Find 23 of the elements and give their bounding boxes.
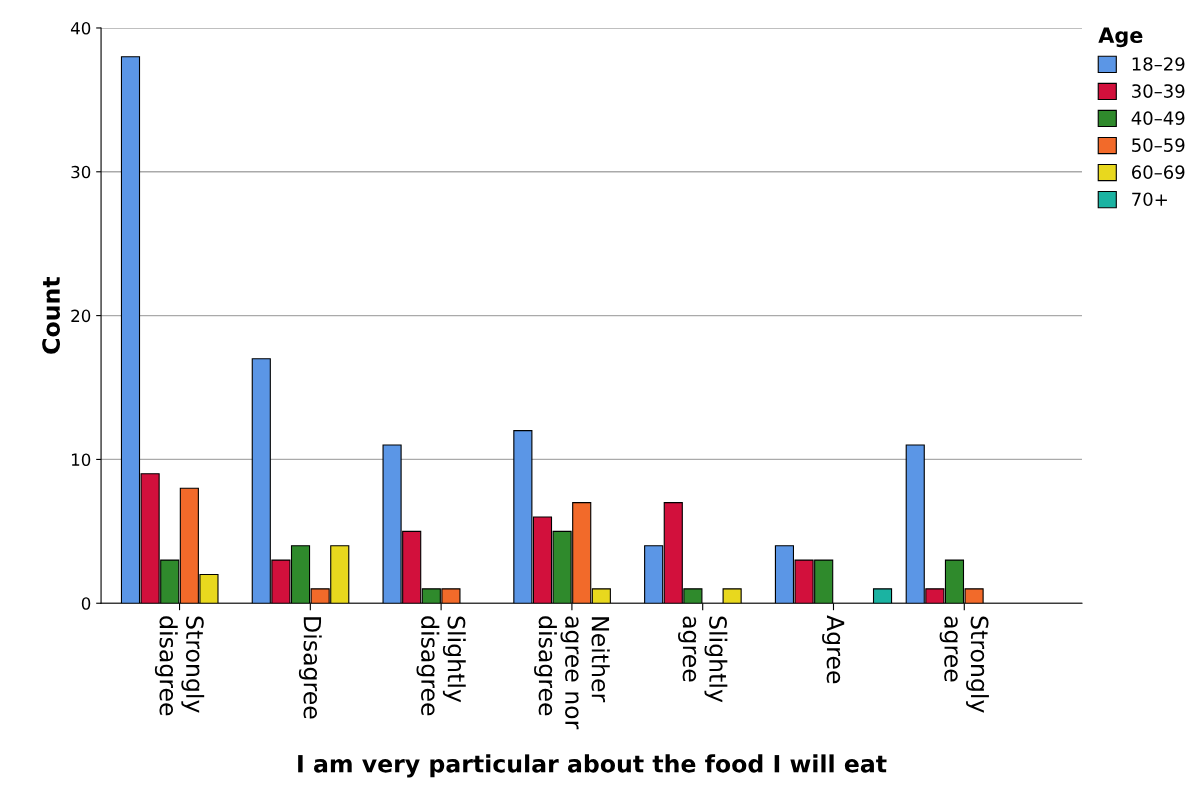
x-tick-label: Neither agree nor disagree: [534, 616, 610, 730]
bar: [872, 588, 893, 604]
y-tick-label: 30: [71, 165, 91, 179]
legend-label: 70+: [1132, 192, 1167, 207]
x-tick-label: Strongly disagree: [154, 616, 205, 716]
x-tick-label: Agree: [822, 615, 845, 684]
x-tick-label: Slightly disagree: [416, 616, 466, 716]
x-tick-label: Slightly agree: [678, 616, 728, 703]
x-axis-title: I am very particular about the food I will eat: [298, 754, 887, 778]
y-tick-label: 10: [71, 453, 91, 466]
legend-label: 60–69: [1132, 165, 1185, 180]
y-tick-label: 20: [71, 309, 91, 323]
legend-label: 18–29: [1132, 57, 1185, 71]
legend-label: 50–59: [1132, 138, 1185, 152]
y-tick-label: 40: [70, 21, 91, 35]
x-tick-label: Strongly agree: [939, 616, 989, 713]
legend-label: 40–49: [1131, 111, 1185, 125]
x-tick-label: Disagree: [298, 617, 322, 719]
legend-title: Age: [1098, 27, 1143, 48]
legend-label: 30–39: [1132, 84, 1185, 98]
y-axis-title: Count: [42, 276, 60, 354]
bar: [722, 588, 742, 604]
y-tick-label: 0: [81, 597, 91, 610]
